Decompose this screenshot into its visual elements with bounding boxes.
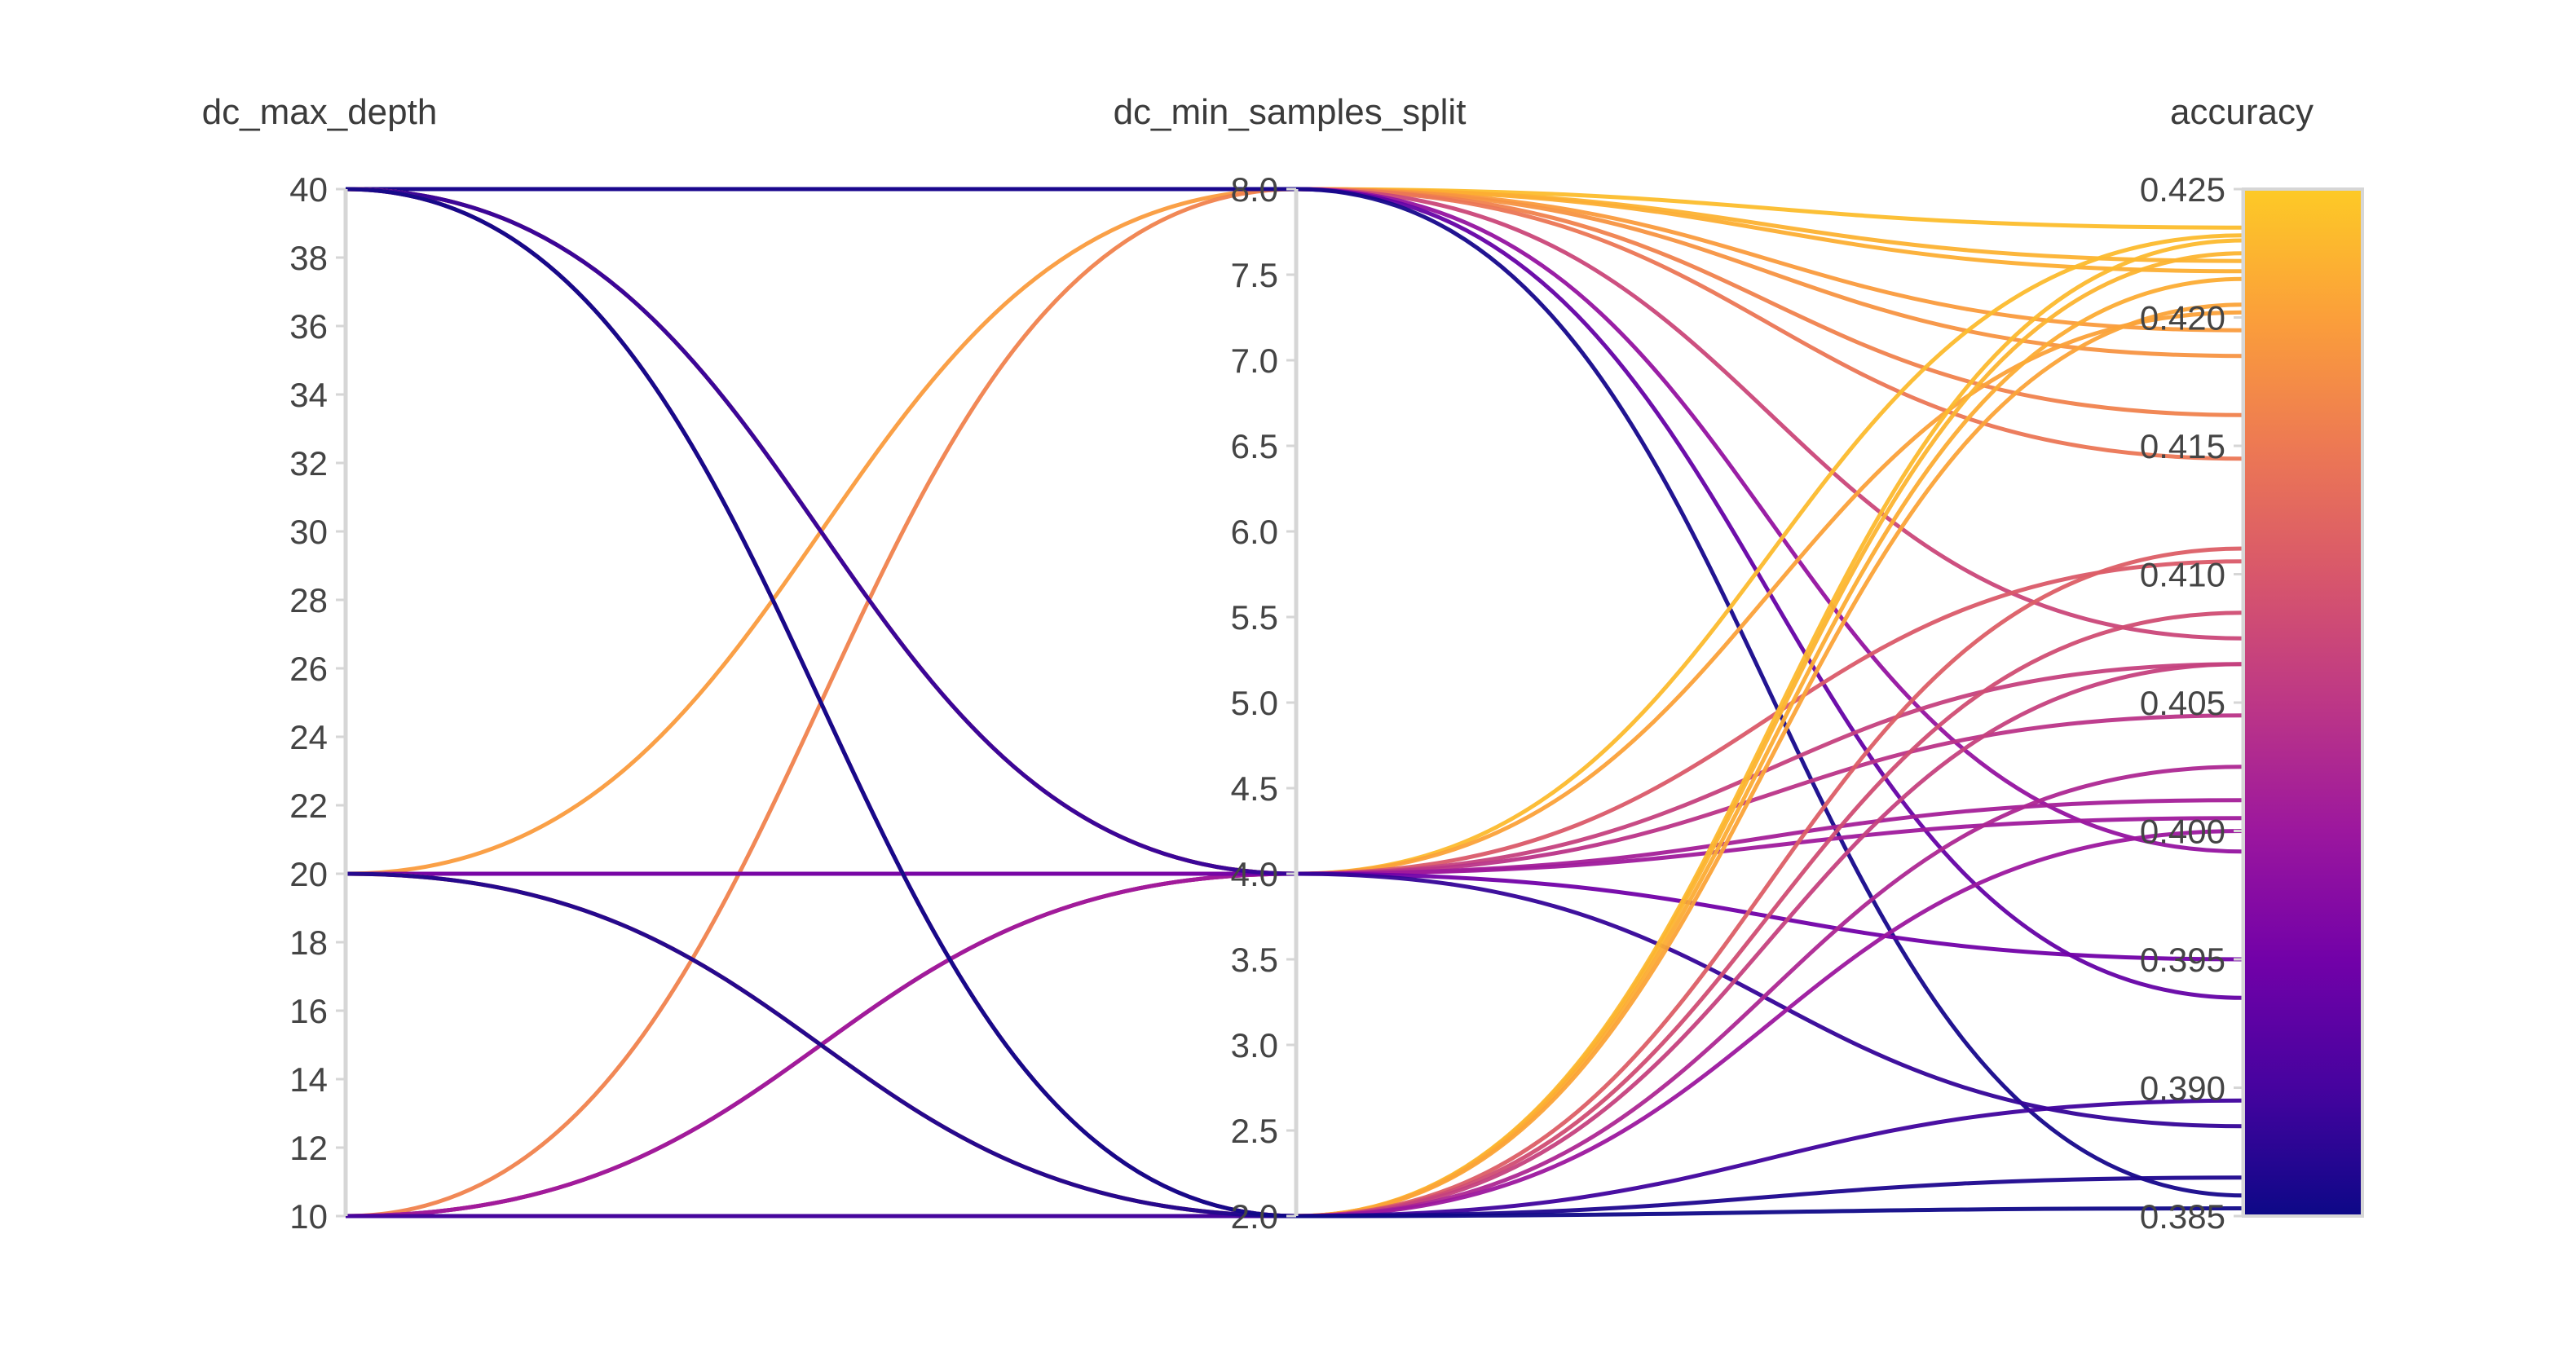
- run-line-11[interactable]: [345, 187, 2244, 1198]
- accuracy-colorbar: [2242, 187, 2364, 1218]
- tick-label-dc_max_depth: 34: [289, 376, 328, 414]
- tick-label-dc_min_samples_split: 6.0: [1231, 513, 1278, 551]
- tick-label-accuracy: 0.405: [2140, 684, 2225, 722]
- axis-title-dc_min_samples_split: dc_min_samples_split: [1114, 92, 1467, 132]
- tick-label-dc_min_samples_split: 5.5: [1231, 598, 1278, 637]
- tick-label-dc_min_samples_split: 4.0: [1231, 855, 1278, 893]
- tick-label-dc_min_samples_split: 4.5: [1231, 769, 1278, 808]
- axis-title-dc_max_depth: dc_max_depth: [202, 92, 438, 132]
- tick-label-dc_max_depth: 28: [289, 581, 328, 619]
- tick-label-accuracy: 0.385: [2140, 1197, 2225, 1236]
- tick-label-dc_max_depth: 32: [289, 444, 328, 483]
- tick-label-dc_min_samples_split: 5.0: [1231, 684, 1278, 722]
- tick-label-dc_max_depth: 36: [289, 307, 328, 346]
- axis-labels: dc_max_depth 10 12 14 16 18 20 22 24 26 28 30 32 34 36…: [202, 92, 2314, 1236]
- tick-label-dc_min_samples_split: 7.5: [1231, 256, 1278, 294]
- tick-label-dc_min_samples_split: 2.5: [1231, 1112, 1278, 1150]
- tick-label-dc_max_depth: 24: [289, 718, 328, 756]
- tick-label-dc_max_depth: 30: [289, 513, 328, 551]
- run-line-4[interactable]: [345, 187, 2244, 876]
- tick-label-accuracy: 0.415: [2140, 427, 2225, 465]
- tick-label-accuracy: 0.425: [2140, 170, 2225, 209]
- run-line-6[interactable]: [345, 187, 2244, 1219]
- tick-label-dc_max_depth: 10: [289, 1197, 328, 1236]
- tick-label-dc_max_depth: 18: [289, 923, 328, 962]
- run-line-32[interactable]: [345, 187, 2244, 1219]
- tick-label-dc_max_depth: 16: [289, 992, 328, 1030]
- tick-label-dc_min_samples_split: 3.0: [1231, 1026, 1278, 1064]
- axis-title-accuracy: accuracy: [2170, 92, 2314, 132]
- run-line-20[interactable]: [345, 187, 2244, 1129]
- tick-label-accuracy: 0.410: [2140, 556, 2225, 594]
- tick-label-dc_max_depth: 40: [289, 170, 328, 209]
- tick-label-dc_min_samples_split: 6.5: [1231, 427, 1278, 465]
- tick-label-dc_min_samples_split: 2.0: [1231, 1197, 1278, 1236]
- tick-label-accuracy: 0.390: [2140, 1069, 2225, 1108]
- tick-label-dc_min_samples_split: 8.0: [1231, 170, 1278, 209]
- tick-label-dc_max_depth: 12: [289, 1129, 328, 1167]
- tick-label-dc_max_depth: 20: [289, 855, 328, 893]
- tick-label-accuracy: 0.400: [2140, 813, 2225, 851]
- tick-label-accuracy: 0.420: [2140, 299, 2225, 337]
- tick-label-dc_min_samples_split: 7.0: [1231, 342, 1278, 380]
- run-line-31[interactable]: [345, 871, 2244, 1219]
- tick-label-dc_max_depth: 38: [289, 239, 328, 277]
- tick-label-accuracy: 0.395: [2140, 941, 2225, 979]
- tick-label-dc_max_depth: 26: [289, 650, 328, 688]
- tick-label-dc_max_depth: 14: [289, 1060, 328, 1099]
- tick-label-dc_max_depth: 22: [289, 787, 328, 825]
- tick-label-dc_min_samples_split: 3.5: [1231, 941, 1278, 979]
